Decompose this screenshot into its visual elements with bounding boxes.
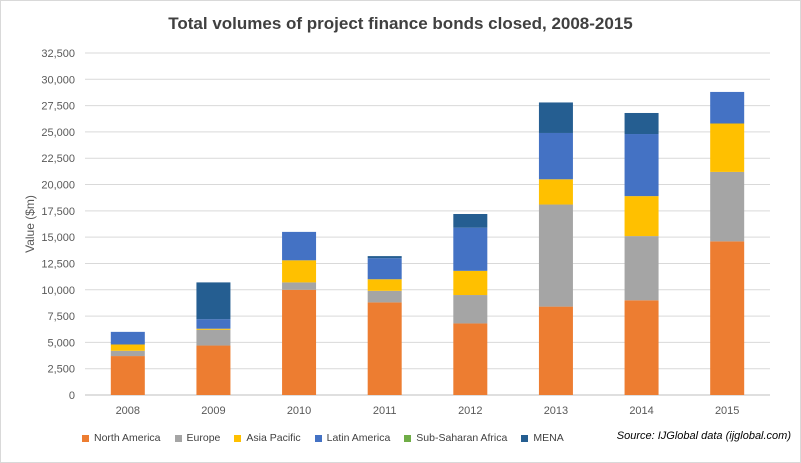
legend-label: North America	[94, 432, 161, 444]
bar-segment	[538, 179, 573, 205]
y-axis-label: Value ($m)	[23, 195, 37, 253]
bar-segment	[710, 91, 745, 124]
y-tick-label: 17,500	[41, 206, 75, 218]
bar-segment	[367, 258, 402, 280]
x-tick-label: 2008	[116, 405, 140, 417]
x-tick-label: 2014	[629, 405, 653, 417]
legend-label: Europe	[186, 432, 221, 444]
bar-segment	[196, 319, 231, 329]
y-tick-label: 7,500	[47, 311, 75, 323]
bar-segment	[453, 227, 488, 271]
bar-segment	[624, 112, 659, 135]
legend-swatch	[521, 434, 529, 442]
bar-segment	[367, 290, 402, 303]
bar-segment	[367, 279, 402, 291]
legend-label: Asia Pacific	[246, 432, 301, 444]
bar-segment	[282, 282, 317, 290]
y-tick-label: 12,500	[41, 258, 75, 270]
legend-item: Europe	[174, 432, 221, 444]
legend-swatch	[404, 434, 412, 442]
bar-segment	[282, 231, 317, 261]
y-tick-label: 25,000	[41, 127, 75, 139]
bar-segment	[282, 260, 317, 283]
bar-segment	[538, 132, 573, 180]
chart-title: Total volumes of project finance bonds c…	[168, 14, 633, 33]
legend-item: Asia Pacific	[234, 432, 301, 444]
bar-segment	[367, 256, 402, 259]
bar-segment	[710, 241, 745, 395]
bar-segment	[624, 196, 659, 237]
y-tick-label: 27,500	[41, 101, 75, 113]
x-tick-label: 2010	[287, 405, 311, 417]
bar-segment	[196, 282, 231, 320]
bar-segment	[624, 236, 659, 301]
legend-swatch	[82, 434, 89, 442]
bar-segment	[624, 134, 659, 197]
bar-segment	[110, 350, 145, 357]
legend-label: Sub-Saharan Africa	[416, 432, 508, 444]
bar-segment	[538, 204, 573, 307]
bar-segment	[538, 102, 573, 133]
x-tick-label: 2011	[373, 405, 397, 417]
x-tick-label: 2012	[458, 405, 482, 417]
y-tick-label: 0	[69, 390, 75, 402]
legend-item: MENA	[521, 432, 564, 444]
x-tick-label: 2015	[715, 405, 739, 417]
legend-item: Sub-Saharan Africa	[404, 432, 507, 444]
bar-segment	[367, 302, 402, 395]
y-tick-label: 32,500	[41, 48, 75, 60]
y-tick-label: 2,500	[47, 364, 75, 376]
legend-item: North America	[82, 432, 161, 444]
y-tick-label: 15,000	[41, 232, 75, 244]
bar-segment	[453, 270, 488, 296]
bar-segment	[710, 123, 745, 172]
bar-segment	[710, 171, 745, 242]
bar-segment	[453, 214, 488, 228]
legend-swatch	[234, 434, 242, 442]
y-tick-label: 20,000	[41, 180, 75, 192]
bar-segment	[110, 331, 145, 345]
legend-swatch	[314, 434, 322, 442]
x-tick-label: 2013	[544, 405, 568, 417]
bar-segment	[196, 328, 231, 330]
source-note: Source: IJGlobal data (ijglobal.com)	[616, 430, 791, 442]
y-tick-label: 22,500	[41, 153, 75, 165]
chart-legend: North America Europe Asia Pacific Latin Ame…	[82, 432, 578, 444]
bar-segment	[453, 323, 488, 395]
y-tick-label: 10,000	[41, 285, 75, 297]
y-tick-label: 5,000	[47, 337, 75, 349]
legend-swatch	[174, 434, 182, 442]
y-tick-label: 30,000	[41, 74, 75, 86]
bar-segment	[282, 289, 317, 395]
legend-label: MENA	[533, 432, 564, 444]
legend-item: Latin America	[314, 432, 391, 444]
bar-segment	[110, 344, 145, 351]
bar-segment	[196, 329, 231, 346]
bar-segment	[196, 345, 231, 395]
bar-segment	[453, 295, 488, 324]
x-tick-label: 2009	[201, 405, 225, 417]
bar-segment	[110, 356, 145, 395]
legend-label: Latin America	[326, 432, 391, 444]
bar-segment	[538, 306, 573, 395]
bar-segment	[624, 300, 659, 395]
